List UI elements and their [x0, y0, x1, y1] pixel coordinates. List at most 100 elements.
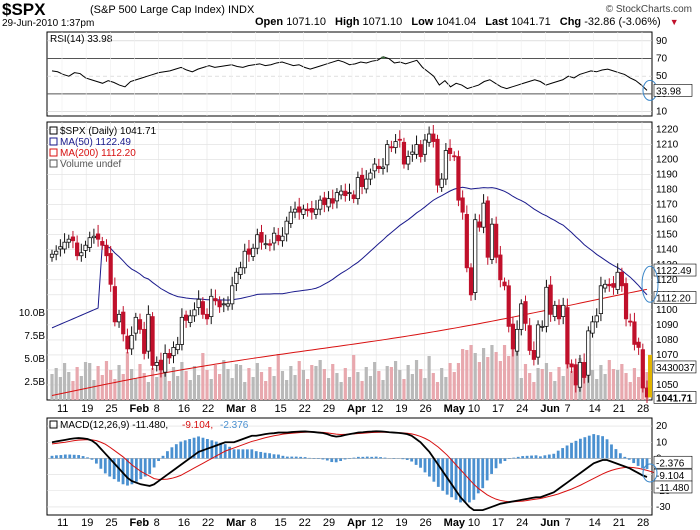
- volume-bar: [440, 368, 444, 400]
- ma50-line: [51, 186, 648, 329]
- last-label: Last: [485, 16, 508, 28]
- volume-bar: [339, 382, 343, 400]
- macd-histogram-bar: [254, 451, 258, 459]
- candle-body: [552, 304, 557, 318]
- x-axis-label-top: 12: [371, 403, 383, 415]
- x-axis-label-top: 21: [613, 403, 625, 415]
- candle-body: [414, 144, 419, 155]
- macd-histogram-bar: [525, 455, 529, 459]
- candle-body: [640, 349, 645, 389]
- candle-body: [121, 311, 126, 335]
- macd-histogram-bar: [126, 458, 129, 486]
- volume-bar: [280, 371, 285, 400]
- volume-bar: [632, 368, 637, 400]
- candle-body: [217, 300, 222, 308]
- macd-tick-label: 10: [656, 437, 668, 448]
- price-tick-label: 1170: [656, 200, 678, 211]
- macd-histogram-bar: [561, 448, 565, 459]
- volume-bar: [117, 365, 121, 400]
- candle-body: [108, 253, 113, 285]
- macd-histogram-bar: [232, 449, 236, 459]
- volume-bar: [314, 366, 318, 400]
- price-last-box: [653, 263, 697, 277]
- volume-bar: [557, 367, 561, 400]
- volume-bar: [553, 381, 557, 400]
- volume-bar: [247, 368, 251, 400]
- volume-bar: [611, 369, 616, 400]
- macd-histogram-bar: [405, 458, 409, 460]
- price-tick-label: 1150: [656, 230, 678, 241]
- macd-histogram-bar: [543, 455, 547, 459]
- volume-bar: [461, 349, 465, 400]
- x-axis-label-top: 25: [105, 403, 117, 415]
- volume-bar: [364, 367, 368, 400]
- macd-histogram-bar: [285, 456, 289, 459]
- macd-histogram-bar: [348, 458, 351, 459]
- x-axis-label-top: 11: [57, 403, 68, 415]
- macd-histogram-bar: [632, 458, 636, 464]
- source-credit[interactable]: © StockCharts.com: [605, 4, 692, 15]
- candle-body: [359, 174, 365, 188]
- macd-histogram-bar: [401, 458, 405, 460]
- macd-histogram-bar: [490, 458, 493, 474]
- volume-bar: [565, 362, 569, 400]
- volume-bar: [360, 381, 364, 400]
- macd-histogram-bar: [303, 457, 307, 459]
- volume-bar: [561, 376, 565, 400]
- macd-histogram-bar: [516, 456, 520, 459]
- ticker-description: (S&P 500 Large Cap Index) INDX: [90, 4, 255, 16]
- candle-body: [561, 304, 566, 318]
- macd-line: [51, 430, 648, 512]
- macd-histogram-bar: [481, 458, 485, 489]
- macd-histogram-bar: [472, 458, 476, 500]
- x-axis-label-top: 14: [589, 403, 601, 415]
- volume-bar: [528, 373, 532, 400]
- candle-body: [485, 200, 490, 258]
- chg-label: Chg: [559, 16, 582, 28]
- macd-histogram-bar: [72, 454, 76, 459]
- volume-bar: [305, 379, 310, 400]
- macd-histogram-bar: [148, 458, 152, 474]
- candle-body: [351, 194, 356, 200]
- x-axis-label-top: 10: [468, 403, 480, 415]
- volume-bar: [368, 376, 373, 400]
- candle-body: [380, 166, 386, 169]
- macd-histogram-bar: [250, 449, 254, 459]
- candle-body: [376, 165, 381, 169]
- candle-body: [221, 303, 226, 306]
- ma-last-marker: [641, 265, 659, 303]
- candle-body: [183, 314, 189, 321]
- x-axis-label-top: Jun: [540, 403, 560, 415]
- volume-bar: [624, 373, 628, 400]
- candle-body: [343, 190, 348, 197]
- macd-histogram-bar: [117, 458, 121, 482]
- volume-bar: [389, 367, 394, 400]
- price-last-box: [653, 360, 697, 374]
- volume-bar: [226, 369, 230, 400]
- macd-histogram-bar: [263, 452, 267, 459]
- x-axis-label-bottom: 8: [154, 517, 160, 529]
- macd-histogram-bar: [530, 455, 533, 459]
- ohlc-summary: Open 1071.10 High 1071.10 Low 1041.04 La…: [255, 16, 679, 28]
- candle-body: [112, 286, 117, 323]
- price-tick-label: 1070: [656, 350, 679, 361]
- rsi-last-box: [653, 84, 693, 97]
- macd-histogram-bar: [503, 458, 507, 462]
- volume-bar: [192, 366, 197, 400]
- low-label: Low: [411, 16, 434, 28]
- candle-body: [573, 364, 578, 386]
- macd-histogram-bar: [99, 458, 103, 469]
- volume-last-bar: [648, 354, 652, 398]
- candle-body: [531, 350, 536, 360]
- macd-histogram-bar: [614, 449, 618, 459]
- candle-body: [406, 156, 411, 165]
- volume-bar: [289, 366, 293, 400]
- volume-bar: [113, 379, 117, 400]
- macd-title-signal: -9.104,: [182, 420, 213, 431]
- volume-bar: [502, 345, 507, 400]
- volume-bar: [230, 378, 234, 400]
- candle-body: [473, 219, 478, 293]
- candle-body: [452, 155, 457, 158]
- volume-bar: [83, 362, 88, 400]
- candle-body: [70, 236, 76, 242]
